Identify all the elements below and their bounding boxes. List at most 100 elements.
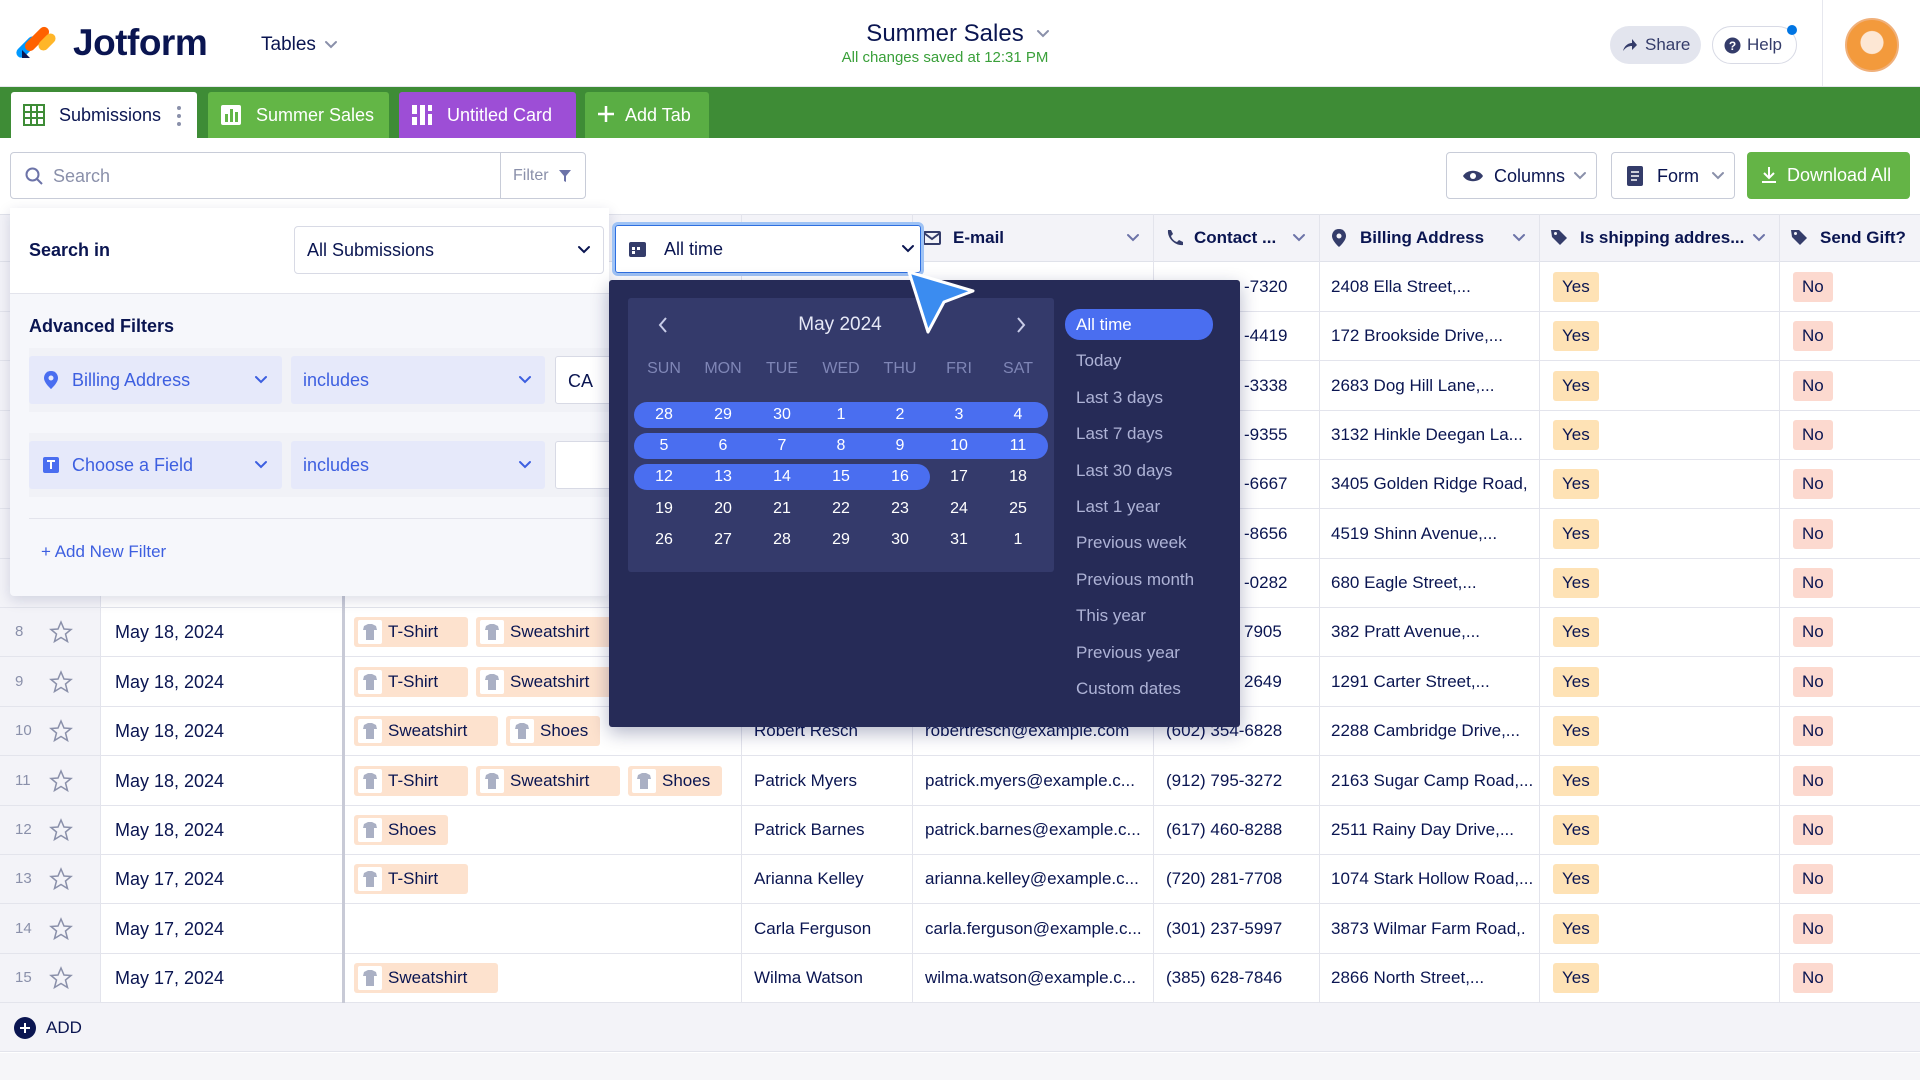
calendar-day[interactable]: 7 bbox=[777, 437, 787, 455]
submission-date: May 18, 2024 bbox=[115, 671, 225, 692]
calendar-day[interactable]: 22 bbox=[832, 499, 850, 517]
calendar-day[interactable]: 17 bbox=[950, 468, 968, 486]
download-button[interactable]: Download All bbox=[1747, 152, 1910, 199]
column-header[interactable]: Send Gift? bbox=[1820, 228, 1906, 247]
billing-address: 1074 Stark Hollow Road,... bbox=[1331, 869, 1534, 889]
column-header[interactable]: E-mail bbox=[953, 228, 1005, 247]
date-preset[interactable]: Previous week bbox=[1076, 533, 1187, 553]
product-icon bbox=[358, 867, 382, 892]
value-input[interactable] bbox=[555, 441, 615, 489]
svg-text:?: ? bbox=[1729, 39, 1736, 53]
date-preset[interactable]: Last 7 days bbox=[1076, 424, 1163, 444]
date-preset[interactable]: Previous year bbox=[1076, 642, 1180, 662]
calendar-day[interactable]: 6 bbox=[718, 437, 728, 455]
product-icon bbox=[358, 719, 382, 744]
calendar-day[interactable]: 13 bbox=[714, 468, 732, 486]
billing-address: 2408 Ella Street,... bbox=[1331, 277, 1471, 296]
add-filter[interactable]: + Add New Filter bbox=[41, 542, 167, 561]
calendar-day[interactable]: 9 bbox=[895, 437, 905, 455]
tables-menu[interactable]: Tables bbox=[261, 34, 316, 55]
tab[interactable]: Summer Sales bbox=[208, 92, 389, 138]
product-label: Shoes bbox=[388, 819, 437, 839]
time-select-inner bbox=[615, 225, 921, 273]
calendar-day[interactable]: 15 bbox=[832, 468, 850, 486]
calendar-day[interactable]: 29 bbox=[832, 530, 850, 548]
avatar[interactable] bbox=[1845, 18, 1899, 72]
calendar-day[interactable]: 31 bbox=[950, 530, 968, 548]
column-header[interactable]: Is shipping addres... bbox=[1580, 228, 1745, 247]
calendar-day[interactable]: 19 bbox=[655, 499, 673, 517]
calendar-day[interactable]: 28 bbox=[655, 406, 673, 423]
value-input[interactable]: CA bbox=[555, 356, 615, 404]
calendar-day[interactable]: 3 bbox=[954, 406, 964, 423]
date-preset[interactable]: Last 1 year bbox=[1076, 497, 1161, 516]
calendar-day[interactable]: 4 bbox=[1013, 406, 1023, 423]
calendar-day[interactable]: 18 bbox=[1009, 468, 1027, 486]
contact-number: -6667 bbox=[1244, 474, 1288, 494]
calendar-day[interactable]: 11 bbox=[1009, 437, 1027, 455]
date-preset[interactable]: Custom dates bbox=[1076, 679, 1181, 698]
scope-select[interactable]: All Submissions bbox=[294, 226, 604, 274]
tab-icon bbox=[598, 106, 614, 122]
calendar-day[interactable]: 5 bbox=[659, 437, 669, 455]
calendar-day[interactable]: 27 bbox=[714, 530, 732, 548]
calendar-day[interactable]: 8 bbox=[836, 437, 846, 455]
share-button[interactable]: Share bbox=[1610, 26, 1701, 64]
search-box[interactable]: Search Filter bbox=[10, 152, 586, 199]
calendar-day[interactable]: 26 bbox=[655, 530, 673, 548]
row-number: 11 bbox=[15, 771, 31, 789]
logo-icon bbox=[16, 26, 56, 58]
calendar-day[interactable]: 12 bbox=[655, 468, 673, 486]
calendar-day[interactable]: 23 bbox=[891, 499, 909, 517]
calendar-day[interactable]: 2 bbox=[895, 406, 905, 423]
calendar-day[interactable]: 14 bbox=[773, 468, 791, 486]
field-select[interactable]: Choose a Field bbox=[29, 441, 282, 489]
operator-select[interactable]: includes bbox=[291, 356, 545, 404]
download-icon bbox=[1762, 167, 1776, 183]
tab[interactable]: Untitled Card bbox=[399, 92, 576, 138]
customer-name: Wilma Watson bbox=[754, 967, 863, 987]
column-header[interactable]: Contact ... bbox=[1194, 228, 1277, 247]
product-icon bbox=[358, 620, 382, 645]
date-preset[interactable]: Last 3 days bbox=[1076, 387, 1163, 407]
date-preset[interactable]: Today bbox=[1076, 351, 1122, 371]
contact-number: -8656 bbox=[1244, 523, 1288, 543]
row-number: 9 bbox=[15, 672, 24, 690]
columns-button[interactable]: Columns bbox=[1446, 152, 1597, 199]
tab[interactable]: Add Tab bbox=[585, 92, 709, 138]
calendar-day[interactable]: 21 bbox=[773, 499, 791, 517]
time-select[interactable]: All time bbox=[612, 222, 924, 276]
calendar-day[interactable]: 1 bbox=[836, 406, 846, 423]
calendar-day[interactable]: 30 bbox=[891, 530, 909, 548]
share-icon bbox=[1623, 39, 1637, 51]
calendar-day[interactable]: 20 bbox=[714, 499, 732, 517]
calendar-day[interactable]: 16 bbox=[891, 468, 909, 486]
date-preset[interactable]: Previous month bbox=[1076, 569, 1195, 589]
range-bar bbox=[634, 433, 1048, 459]
field-select[interactable]: Billing Address bbox=[29, 356, 282, 404]
calendar-day[interactable]: 29 bbox=[714, 406, 732, 423]
calendar-day[interactable]: 25 bbox=[1009, 499, 1027, 517]
row-number: 15 bbox=[15, 968, 32, 986]
calendar-day[interactable]: 28 bbox=[773, 530, 791, 548]
calendar-day[interactable]: 24 bbox=[950, 499, 968, 517]
operator-select[interactable]: includes bbox=[291, 441, 545, 489]
column-header[interactable]: Billing Address bbox=[1360, 228, 1485, 247]
calendar-day[interactable]: 10 bbox=[950, 437, 968, 455]
column-divider bbox=[1319, 214, 1320, 1052]
tab[interactable]: Submissions bbox=[11, 92, 197, 138]
calendar-day[interactable]: 30 bbox=[773, 406, 791, 423]
date-preset[interactable]: This year bbox=[1076, 606, 1146, 626]
customer-name: Patrick Myers bbox=[754, 770, 857, 790]
billing-address: 4519 Shinn Avenue,... bbox=[1331, 523, 1498, 543]
gift-tag: No bbox=[1793, 765, 1833, 796]
add-row-button[interactable]: ADD bbox=[14, 1015, 94, 1041]
product-icon bbox=[480, 768, 504, 793]
submission-date: May 18, 2024 bbox=[115, 819, 225, 840]
row-number: 14 bbox=[15, 919, 32, 937]
form-button[interactable]: Form bbox=[1611, 152, 1735, 199]
help-button[interactable]: ? Help bbox=[1712, 26, 1797, 64]
date-preset[interactable]: All time bbox=[1076, 315, 1132, 334]
date-preset[interactable]: Last 30 days bbox=[1076, 460, 1173, 480]
calendar-day[interactable]: 1 bbox=[1013, 530, 1023, 548]
